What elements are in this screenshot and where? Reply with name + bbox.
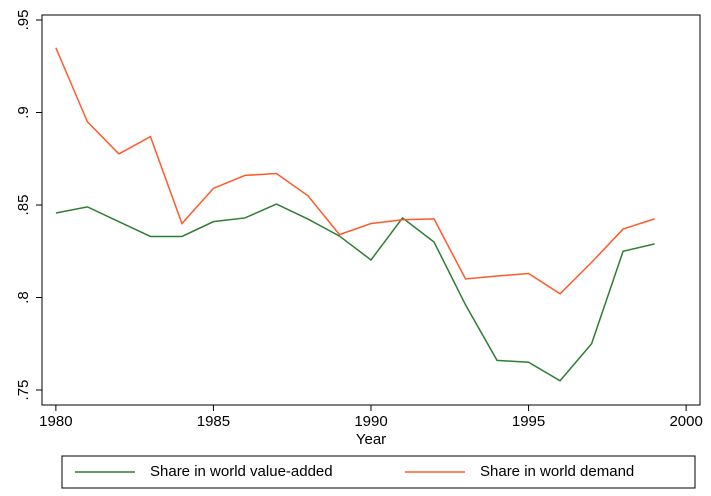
x-axis-label: Year bbox=[356, 431, 386, 448]
x-tick-label: 2000 bbox=[669, 413, 702, 430]
y-tick-label: .9 bbox=[15, 106, 32, 119]
series-line bbox=[55, 47, 655, 295]
series-line bbox=[55, 203, 655, 382]
plot-frame bbox=[41, 14, 701, 406]
legend-label: Share in world demand bbox=[480, 463, 634, 480]
y-tick-label: .85 bbox=[15, 195, 32, 216]
y-tick-label: .95 bbox=[15, 10, 32, 31]
x-tick-label: 1990 bbox=[354, 413, 387, 430]
y-tick-label: .75 bbox=[15, 380, 32, 401]
legend-label: Share in world value-added bbox=[150, 463, 333, 480]
legend-box bbox=[61, 455, 696, 489]
x-tick-label: 1995 bbox=[512, 413, 545, 430]
y-tick-label: .8 bbox=[15, 291, 32, 304]
x-tick-label: 1980 bbox=[39, 413, 72, 430]
x-tick-label: 1985 bbox=[197, 413, 230, 430]
